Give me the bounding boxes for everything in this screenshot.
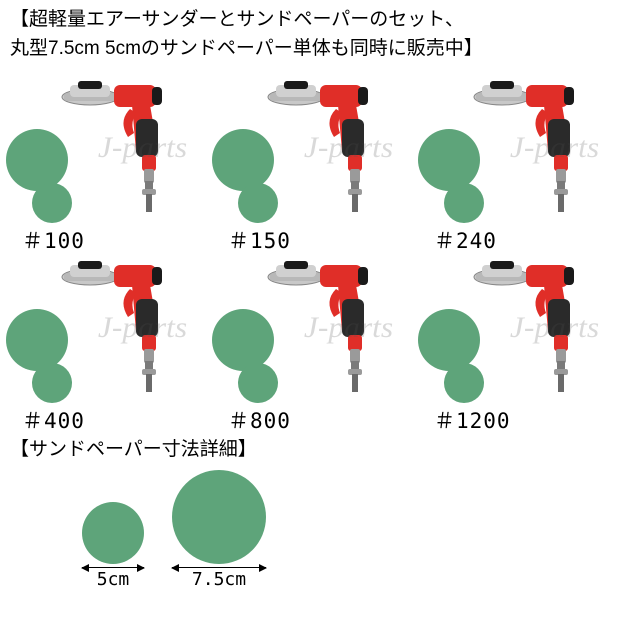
heading-line-1: 【超軽量エアーサンダーとサンドペーパーのセット、 <box>10 9 464 30</box>
product-grid: ＃100 J-parts ＃150 J-parts <box>0 63 618 431</box>
sandpaper-disc-large <box>6 309 68 371</box>
sandpaper-disc-large <box>418 129 480 191</box>
product-cell: ＃400 J-parts <box>0 251 206 431</box>
grit-label: ＃1200 <box>434 405 511 435</box>
dimension-disc-large <box>172 470 266 564</box>
air-sander-icon <box>60 259 200 409</box>
sandpaper-disc-small <box>238 363 278 403</box>
air-sander-icon <box>266 259 406 409</box>
sandpaper-disc-small <box>32 363 72 403</box>
product-cell: ＃800 J-parts <box>206 251 412 431</box>
dimension-heading: 【サンドペーパー寸法詳細】 <box>0 431 618 464</box>
product-heading: 【超軽量エアーサンダーとサンドペーパーのセット、 丸型7.5cm 5cmのサンド… <box>0 0 618 63</box>
dimension-disc-small <box>82 502 144 564</box>
dimension-row: 5cm 7.5cm <box>0 464 618 590</box>
sandpaper-disc-large <box>212 129 274 191</box>
dimension-item-large: 7.5cm <box>172 470 266 590</box>
dimension-item-small: 5cm <box>82 502 144 590</box>
grit-label: ＃800 <box>228 405 291 435</box>
sandpaper-disc-large <box>212 309 274 371</box>
sandpaper-disc-small <box>32 183 72 223</box>
air-sander-icon <box>472 259 612 409</box>
product-cell: ＃100 J-parts <box>0 71 206 251</box>
air-sander-icon <box>472 79 612 229</box>
sandpaper-disc-small <box>444 363 484 403</box>
product-cell: ＃1200 J-parts <box>412 251 618 431</box>
dimension-label-large: 7.5cm <box>192 569 246 590</box>
sandpaper-disc-large <box>6 129 68 191</box>
air-sander-icon <box>266 79 406 229</box>
heading-line-2: 丸型7.5cm 5cmのサンドペーパー単体も同時に販売中】 <box>10 38 483 59</box>
dimension-arrow <box>82 567 144 568</box>
dimension-label-small: 5cm <box>97 569 130 590</box>
sandpaper-disc-small <box>238 183 278 223</box>
product-cell: ＃240 J-parts <box>412 71 618 251</box>
dimension-arrow <box>172 567 266 568</box>
air-sander-icon <box>60 79 200 229</box>
grit-label: ＃400 <box>22 405 85 435</box>
sandpaper-disc-large <box>418 309 480 371</box>
sandpaper-disc-small <box>444 183 484 223</box>
product-cell: ＃150 J-parts <box>206 71 412 251</box>
